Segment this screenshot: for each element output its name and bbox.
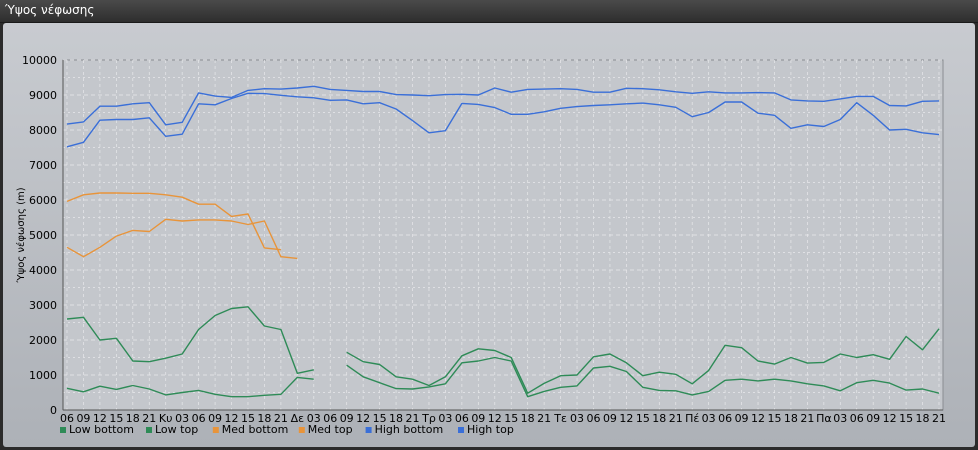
x-tick-label: 03: [702, 412, 716, 425]
x-tick-label: 09: [471, 412, 485, 425]
x-tick-label: 21: [274, 412, 288, 425]
x-tick-label: 09: [340, 412, 354, 425]
x-tick-label: 21: [669, 412, 683, 425]
x-tick-label: 18: [784, 412, 798, 425]
x-tick-label: 18: [521, 412, 535, 425]
x-tick-label: Πέ: [685, 412, 699, 425]
x-tick-label: 09: [208, 412, 222, 425]
x-tick-label: 03: [570, 412, 584, 425]
legend-swatch: [212, 427, 219, 433]
legend-entry[interactable]: Low bottom: [69, 423, 134, 436]
legend-entry[interactable]: High bottom: [375, 423, 444, 436]
x-tick-label: 03: [307, 412, 321, 425]
x-tick-label: 06: [718, 412, 732, 425]
x-tick-label: 15: [767, 412, 781, 425]
x-tick-label: 15: [899, 412, 913, 425]
x-tick-label: 12: [93, 412, 107, 425]
x-tick-label: 06: [60, 412, 74, 425]
x-tick-label: 15: [504, 412, 518, 425]
y-tick-label: 7000: [29, 159, 57, 172]
x-tick-label: 15: [373, 412, 387, 425]
legend-swatch: [146, 427, 152, 433]
x-tick-label: 09: [735, 412, 749, 425]
legend-entry[interactable]: Low top: [155, 423, 198, 436]
x-tick-label: 09: [866, 412, 880, 425]
legend-entry[interactable]: Med top: [308, 423, 353, 436]
y-tick-label: 0: [50, 404, 57, 417]
legend-entry[interactable]: Med bottom: [222, 423, 289, 436]
y-tick-label: 5000: [29, 229, 57, 242]
series-line-high-top: [66, 85, 940, 126]
x-tick-label: 12: [619, 412, 633, 425]
legend-swatch: [458, 427, 464, 433]
x-tick-label: 06: [323, 412, 337, 425]
series-line-high-bottom: [66, 92, 940, 148]
x-tick-label: 09: [76, 412, 90, 425]
x-tick-label: 18: [257, 412, 271, 425]
x-tick-label: 18: [652, 412, 666, 425]
x-tick-label: Δε: [291, 412, 305, 425]
y-tick-label: 9000: [29, 89, 57, 102]
x-tick-label: 15: [241, 412, 255, 425]
x-tick-label: 09: [603, 412, 617, 425]
x-tick-label: Κυ: [159, 412, 173, 425]
series-line-low-top: [66, 306, 940, 394]
x-tick-label: 06: [850, 412, 864, 425]
legend-swatch: [298, 427, 305, 433]
x-tick-label: 21: [142, 412, 156, 425]
x-tick-label: 12: [751, 412, 765, 425]
x-tick-label: 03: [438, 412, 452, 425]
x-tick-label: 21: [932, 412, 946, 425]
x-tick-label: 06: [455, 412, 469, 425]
x-tick-label: 21: [406, 412, 420, 425]
x-tick-label: 03: [175, 412, 189, 425]
x-tick-label: 06: [586, 412, 600, 425]
x-tick-label: 12: [225, 412, 239, 425]
legend-swatch: [365, 427, 372, 433]
plot-area: [62, 59, 944, 411]
x-tick-label: Τρ: [421, 412, 436, 425]
x-tick-label: 18: [916, 412, 930, 425]
x-tick-label: 12: [356, 412, 370, 425]
x-tick-label: 21: [537, 412, 551, 425]
x-tick-label: 18: [389, 412, 403, 425]
y-tick-label: 8000: [29, 124, 57, 137]
y-tick-label: 10000: [22, 54, 57, 67]
x-tick-label: 21: [800, 412, 814, 425]
x-tick-label: 15: [109, 412, 123, 425]
y-tick-label: 2000: [29, 334, 57, 347]
window-titlebar: Ύψος νέφωσης: [0, 0, 978, 23]
x-tick-label: 18: [126, 412, 140, 425]
legend-swatch: [60, 427, 66, 433]
x-tick-label: Πα: [816, 412, 832, 425]
legend-entry[interactable]: High top: [467, 423, 514, 436]
y-axis-label: Ύψος νέφωσης (m): [15, 187, 27, 283]
y-tick-label: 6000: [29, 194, 57, 207]
window-title: Ύψος νέφωσης: [5, 3, 95, 17]
series-line-med-top: [66, 192, 281, 251]
x-tick-label: 06: [192, 412, 206, 425]
x-tick-label: 12: [883, 412, 897, 425]
series-line-low-bottom: [66, 356, 940, 398]
series-line-med-bottom: [66, 218, 298, 260]
x-tick-label: 12: [488, 412, 502, 425]
x-tick-label: 15: [636, 412, 650, 425]
x-tick-label: Τε: [553, 412, 567, 425]
y-tick-label: 3000: [29, 299, 57, 312]
y-tick-label: 1000: [29, 369, 57, 382]
y-tick-label: 4000: [29, 264, 57, 277]
x-tick-label: 03: [833, 412, 847, 425]
